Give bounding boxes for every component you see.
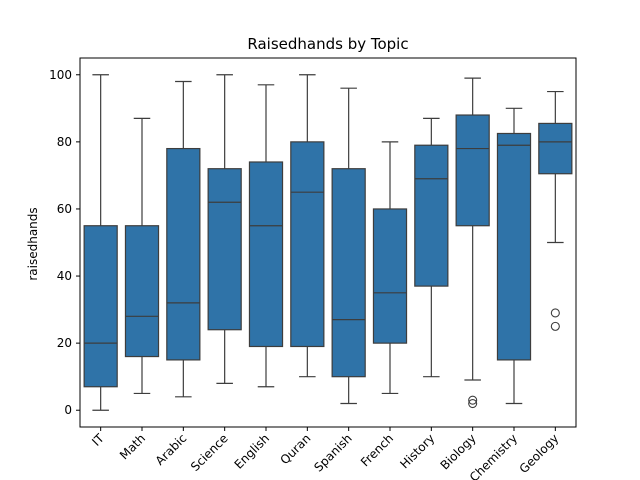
x-tick-label: Arabic	[153, 431, 190, 468]
box-french	[372, 141, 408, 395]
y-axis: 0 20 40 60 80 100	[49, 68, 80, 417]
x-tick-label: Spanish	[311, 431, 354, 474]
box-english	[248, 84, 284, 388]
iqr-box	[290, 141, 325, 348]
outlier-point	[550, 321, 560, 331]
iqr-box	[124, 225, 160, 358]
y-axis-label: raisedhands	[26, 207, 40, 280]
iqr-box	[83, 225, 118, 388]
box-spanish	[331, 87, 366, 405]
iqr-box	[538, 122, 573, 175]
iqr-box	[372, 208, 408, 344]
outlier-point	[550, 308, 560, 318]
box-math	[124, 117, 160, 395]
iqr-box	[331, 168, 366, 378]
y-tick-label: 100	[49, 68, 72, 82]
x-tick-label: IT	[89, 431, 107, 449]
x-tick-label: Math	[117, 431, 148, 462]
iqr-box	[248, 161, 284, 348]
x-tick-label: History	[397, 431, 437, 471]
chart-title: Raisedhands by Topic	[247, 35, 408, 53]
x-tick-label: Biology	[438, 431, 479, 472]
x-tick-label: English	[232, 431, 273, 472]
x-tick-label: Geology	[517, 431, 562, 476]
box-chemistry	[496, 107, 532, 405]
box-geology	[538, 90, 573, 331]
y-tick-label: 60	[57, 202, 72, 216]
plot-area	[83, 74, 573, 411]
outlier-point	[468, 398, 478, 409]
y-tick-label: 40	[57, 269, 72, 283]
plot-frame	[79, 57, 577, 428]
iqr-box	[414, 144, 449, 287]
box-it	[83, 74, 118, 411]
y-tick-label: 80	[57, 135, 72, 149]
iqr-box	[455, 114, 490, 227]
iqr-box	[496, 132, 532, 361]
outlier-point	[468, 395, 478, 405]
box-biology	[455, 77, 490, 409]
iqr-box	[166, 147, 201, 361]
x-tick-label: French	[358, 431, 396, 469]
box-quran	[290, 74, 325, 378]
box-history	[414, 117, 449, 378]
iqr-box	[207, 168, 242, 331]
box-science	[207, 74, 242, 384]
x-tick-label: Quran	[277, 431, 313, 467]
y-tick-label: 20	[57, 336, 72, 350]
box-arabic	[166, 80, 201, 398]
x-tick-label: Science	[188, 431, 231, 474]
y-tick-label: 0	[64, 403, 72, 417]
